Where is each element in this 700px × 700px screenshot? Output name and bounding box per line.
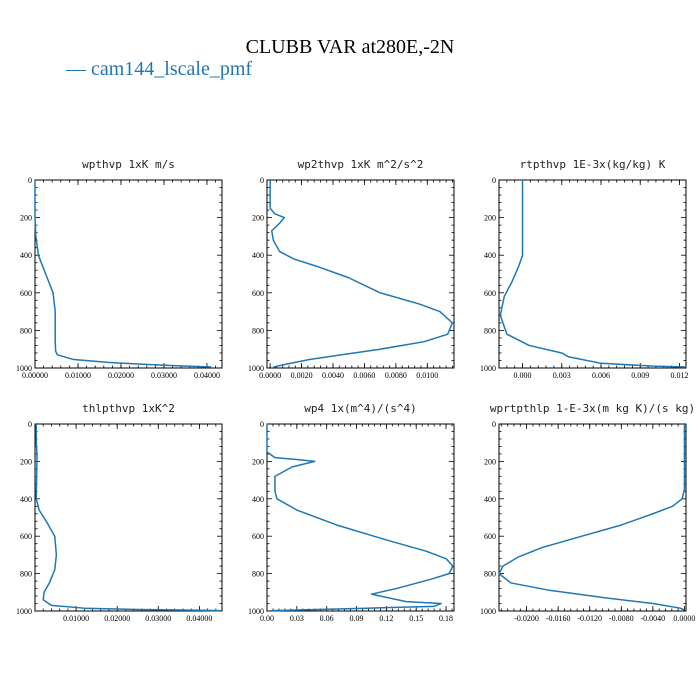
y-tick-label: 600 xyxy=(20,532,32,541)
series-line-1 xyxy=(266,424,454,612)
x-tick-label: 0.003 xyxy=(553,371,571,380)
y-tick-label: 1000 xyxy=(248,364,264,373)
x-tick-label: 0.03000 xyxy=(145,614,171,623)
panel-6: wprtpthlp 1-E-3x(m kg K)/(s kg) -0.0200 -0… xyxy=(480,402,695,623)
panel-2: wp2thvp 1xK m^2/s^2 0.0000 0.0020 0.0040 0.0… xyxy=(248,158,455,380)
series-line-1 xyxy=(499,180,687,368)
x-tick-label: 0.04000 xyxy=(194,371,220,380)
y-tick-label: 1000 xyxy=(16,607,32,616)
y-tick-label: 400 xyxy=(484,495,496,504)
legend-entry: — cam144_lscale_pmf xyxy=(66,58,253,80)
x-tick-label: 0.01000 xyxy=(63,614,89,623)
y-tick-label: 800 xyxy=(20,570,32,579)
y-tick-label: 200 xyxy=(484,457,496,466)
series-line-1 xyxy=(34,180,212,368)
x-tick-label: -0.0080 xyxy=(609,614,634,623)
x-tick-label: 0.00 xyxy=(260,614,274,623)
series-line-1 xyxy=(498,424,686,611)
y-tick-label: 600 xyxy=(252,532,264,541)
x-tick-label: 0.0060 xyxy=(353,371,375,380)
x-tick-label: 0.01000 xyxy=(65,371,91,380)
y-tick-label: 600 xyxy=(484,532,496,541)
x-tick-label: 0.0100 xyxy=(416,371,438,380)
y-tick-label: 0 xyxy=(260,420,264,429)
x-tick-label: 0.0020 xyxy=(291,371,313,380)
y-tick-label: 400 xyxy=(252,495,264,504)
panel-frame xyxy=(498,179,687,369)
x-tick-label: 0.009 xyxy=(631,371,649,380)
y-tick-label: 400 xyxy=(20,251,32,260)
panel-4: thlpthvp 1xK^2 0.01000 0.02000 0.03000 0.040… xyxy=(16,402,223,623)
panel-frame xyxy=(34,179,223,369)
main-title: CLUBB VAR at280E,-2N xyxy=(245,36,455,58)
y-tick-label: 1000 xyxy=(16,364,32,373)
x-tick-label: 0.15 xyxy=(409,614,423,623)
panel-title: rtpthvp 1E-3x(kg/kg) K xyxy=(520,158,666,171)
x-tick-label: -0.0040 xyxy=(641,614,666,623)
y-tick-label: 600 xyxy=(252,289,264,298)
y-tick-label: 600 xyxy=(484,289,496,298)
x-tick-label: -0.0120 xyxy=(577,614,602,623)
panel-title: wp4 1x(m^4)/(s^4) xyxy=(304,402,417,415)
y-tick-label: 200 xyxy=(252,457,264,466)
y-tick-label: 400 xyxy=(20,495,32,504)
y-tick-label: 0 xyxy=(492,176,496,185)
y-tick-label: 200 xyxy=(20,457,32,466)
y-tick-label: 0 xyxy=(492,420,496,429)
series-line-1 xyxy=(269,180,454,368)
x-tick-label: 0.000 xyxy=(514,371,532,380)
x-tick-label: 0.012 xyxy=(670,371,688,380)
y-tick-label: 600 xyxy=(20,289,32,298)
y-tick-label: 0 xyxy=(28,420,32,429)
y-tick-label: 200 xyxy=(252,214,264,223)
y-tick-label: 800 xyxy=(252,326,264,335)
x-tick-label: 0.0000 xyxy=(259,371,281,380)
x-tick-label: 0.0000 xyxy=(673,614,695,623)
panel-3: rtpthvp 1E-3x(kg/kg) K 0.000 0.003 0.006 0.0… xyxy=(480,158,688,380)
x-tick-label: 0.0080 xyxy=(385,371,407,380)
x-tick-label: 0.0040 xyxy=(322,371,344,380)
panel-frame xyxy=(266,423,455,612)
x-tick-label: 0.09 xyxy=(350,614,364,623)
y-tick-label: 1000 xyxy=(480,607,496,616)
panel-5: wp4 1x(m^4)/(s^4) 0.00 0.03 0.06 0.09 0.12 0.1… xyxy=(248,402,455,623)
y-tick-label: 1000 xyxy=(248,607,264,616)
y-tick-label: 1000 xyxy=(480,364,496,373)
x-tick-label: 0.006 xyxy=(592,371,610,380)
series-line-1 xyxy=(35,424,220,612)
x-tick-label: 0.02000 xyxy=(108,371,134,380)
panel-frame xyxy=(266,179,455,369)
panel-title: wpthvp 1xK m/s xyxy=(82,158,175,171)
y-tick-label: 800 xyxy=(20,326,32,335)
y-tick-label: 400 xyxy=(252,251,264,260)
y-tick-label: 0 xyxy=(28,176,32,185)
y-tick-label: 800 xyxy=(484,326,496,335)
x-tick-label: 0.12 xyxy=(379,614,393,623)
y-tick-label: 200 xyxy=(20,214,32,223)
y-tick-label: 800 xyxy=(484,570,496,579)
x-tick-label: 0.03000 xyxy=(151,371,177,380)
x-tick-label: 0.04000 xyxy=(186,614,212,623)
y-tick-label: 200 xyxy=(484,214,496,223)
panel-frame xyxy=(34,423,223,612)
panel-1: wpthvp 1xK m/s 0.00000 0.01000 0.02000 0.030… xyxy=(16,158,223,380)
x-tick-label: 0.02000 xyxy=(104,614,130,623)
panel-frame xyxy=(498,423,687,612)
y-tick-label: 0 xyxy=(260,176,264,185)
y-tick-label: 800 xyxy=(252,570,264,579)
panel-title: wprtpthlp 1-E-3x(m kg K)/(s kg) xyxy=(490,402,695,415)
x-tick-label: 0.00000 xyxy=(22,371,48,380)
panel-title: wp2thvp 1xK m^2/s^2 xyxy=(298,158,424,171)
x-tick-label: -0.0200 xyxy=(514,614,539,623)
panel-title: thlpthvp 1xK^2 xyxy=(82,402,175,415)
x-tick-label: 0.03 xyxy=(290,614,304,623)
x-tick-label: 0.18 xyxy=(439,614,453,623)
x-tick-label: -0.0160 xyxy=(546,614,571,623)
y-tick-label: 400 xyxy=(484,251,496,260)
x-tick-label: 0.06 xyxy=(320,614,334,623)
